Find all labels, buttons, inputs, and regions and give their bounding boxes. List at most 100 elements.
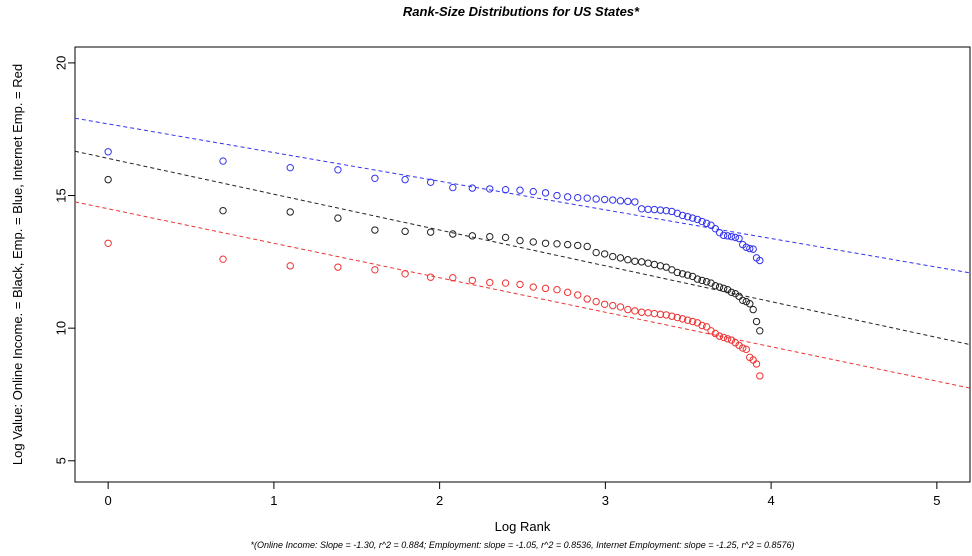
series-2-point-35 — [698, 321, 706, 330]
series-0-point-16 — [574, 193, 582, 202]
chart-footnote: *(Online Income: Slope = -1.30, r^2 = 0.… — [251, 540, 795, 550]
series-1-point-18 — [592, 248, 600, 257]
y-tick-label-2: 15 — [54, 188, 69, 202]
series-1-point-48 — [749, 305, 757, 314]
series-1-point-38 — [711, 282, 720, 290]
series-0-point-25 — [644, 205, 652, 214]
x-tick-label-1: 1 — [270, 493, 277, 508]
series-0-point-26 — [650, 205, 659, 214]
y-tick-label-0: 5 — [54, 457, 69, 464]
series-1-point-31 — [678, 270, 687, 278]
series-1-point-7 — [449, 230, 457, 238]
x-tick-label-4: 4 — [767, 493, 774, 508]
series-0-point-50 — [756, 256, 764, 265]
series-1-point-39 — [715, 283, 724, 291]
series-2-point-7 — [449, 274, 457, 282]
series-2-point-12 — [529, 283, 537, 291]
series-2-point-27 — [656, 310, 665, 319]
series-0-point-8 — [468, 184, 477, 192]
fit-line-0 — [74, 117, 971, 274]
series-2-point-17 — [583, 295, 591, 303]
series-0-point-44 — [735, 234, 743, 243]
series-1-point-26 — [650, 260, 659, 269]
series-1-point-8 — [468, 232, 477, 240]
series-0-point-12 — [529, 187, 537, 196]
series-0-point-31 — [678, 211, 687, 220]
x-tick-label-0: 0 — [105, 493, 112, 508]
series-0-point-20 — [609, 196, 617, 204]
series-0-point-47 — [746, 244, 754, 253]
series-1-point-21 — [616, 254, 625, 262]
series-0-point-28 — [662, 206, 670, 215]
series-1-point-25 — [644, 259, 652, 267]
series-0-point-35 — [698, 217, 706, 226]
series-0-point-3 — [334, 166, 342, 174]
series-0-point-22 — [624, 197, 632, 206]
series-1-point-19 — [600, 250, 609, 258]
series-2-point-21 — [616, 303, 625, 311]
x-tick-label-2: 2 — [436, 493, 443, 508]
series-0-point-27 — [656, 206, 665, 214]
y-axis: 5 10 15 20 — [54, 56, 75, 464]
series-2-point-2 — [286, 262, 294, 270]
series-2-point-22 — [624, 305, 632, 314]
fit-lines — [74, 117, 971, 389]
series-1-point-10 — [501, 233, 510, 242]
series-1-point-6 — [426, 228, 435, 236]
series-1-point-36 — [702, 278, 711, 286]
series-0-point-7 — [449, 183, 457, 192]
series-0-point-36 — [702, 219, 711, 228]
series-2-point-1 — [219, 255, 227, 263]
series-1-point-42 — [727, 288, 736, 297]
series-0-point-46 — [742, 243, 750, 251]
series-1-point-3 — [334, 214, 342, 222]
series-1-point-1 — [219, 206, 227, 215]
data-points — [104, 148, 764, 380]
series-1-point-44 — [735, 292, 743, 301]
series-2-point-24 — [637, 308, 646, 316]
series-2-point-10 — [501, 279, 510, 287]
series-1-point-5 — [401, 227, 409, 236]
series-1-point-16 — [574, 241, 582, 250]
x-tick-label-5: 5 — [933, 493, 940, 508]
series-2-point-4 — [371, 266, 379, 274]
series-0-point-5 — [401, 175, 409, 184]
series-0-point-38 — [711, 224, 720, 233]
series-2-point-33 — [688, 317, 697, 326]
series-0-point-1 — [219, 157, 227, 165]
series-2-point-31 — [678, 315, 687, 323]
y-tick-label-3: 20 — [54, 56, 69, 70]
series-1-point-17 — [583, 242, 591, 251]
series-2-point-43 — [731, 339, 740, 347]
series-1-point-50 — [756, 327, 764, 335]
series-2-point-36 — [702, 323, 711, 331]
series-0-point-14 — [553, 191, 561, 200]
series-2-point-28 — [662, 311, 670, 319]
y-tick-label-1: 10 — [54, 321, 69, 335]
series-1-point-12 — [529, 238, 537, 246]
series-2-point-20 — [609, 301, 617, 310]
series-1-point-9 — [486, 232, 494, 241]
series-0-point-10 — [501, 186, 510, 194]
series-0-point-18 — [592, 195, 600, 203]
series-1-point-40 — [719, 284, 728, 293]
x-tick-label-3: 3 — [602, 493, 609, 508]
series-0-point-42 — [727, 232, 736, 241]
series-2-point-50 — [756, 372, 764, 380]
series-2-point-3 — [334, 263, 342, 271]
series-2-point-11 — [516, 280, 524, 289]
series-2-point-18 — [592, 297, 600, 306]
series-2-point-40 — [719, 333, 728, 342]
series-1-point-11 — [516, 236, 524, 245]
series-1-point-32 — [683, 271, 692, 279]
series-1-point-14 — [553, 240, 561, 248]
series-1-point-47 — [746, 300, 754, 308]
series-1-point-45 — [739, 296, 747, 305]
series-1-point-24 — [637, 258, 646, 266]
series-1-point-2 — [286, 208, 294, 216]
series-1-point-20 — [609, 252, 617, 261]
series-1-point-4 — [371, 226, 379, 234]
series-1-point-34 — [693, 275, 702, 283]
series-1-point-43 — [731, 289, 740, 298]
series-2-point-6 — [426, 273, 435, 281]
